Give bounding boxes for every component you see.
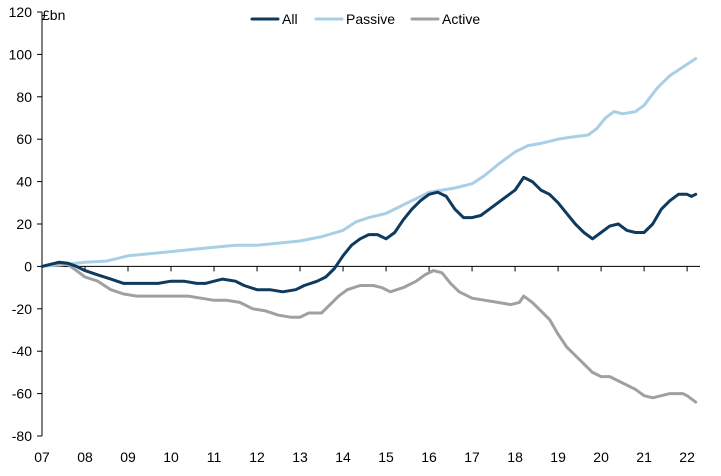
x-tick-label: 08 — [77, 449, 93, 465]
y-tick-label: 0 — [24, 258, 32, 274]
y-tick-label: 60 — [16, 131, 32, 147]
legend-label-passive: Passive — [346, 11, 395, 27]
y-axis-unit-label: £bn — [42, 7, 65, 23]
y-tick-label: 100 — [9, 46, 33, 62]
series-layer — [40, 57, 698, 404]
x-tick-label: 10 — [163, 449, 179, 465]
x-tick-label: 09 — [120, 449, 136, 465]
x-tick-label: 21 — [636, 449, 652, 465]
x-tick-label: 15 — [378, 449, 394, 465]
y-tick-label: -40 — [12, 343, 32, 359]
legend-label-all: All — [282, 11, 298, 27]
series-line-passive — [40, 57, 698, 268]
y-tick-label: 80 — [16, 89, 32, 105]
x-tick-label: 14 — [335, 449, 351, 465]
y-tick-label: 20 — [16, 216, 32, 232]
x-tick-label: 19 — [550, 449, 566, 465]
x-tick-label: 12 — [249, 449, 265, 465]
series-line-active — [40, 261, 698, 404]
x-axis: 07 08 09 10 11 12 13 14 15 16 17 18 19 20 21 22 — [34, 265, 700, 465]
legend: All Passive Active — [250, 11, 480, 27]
y-tick-label: 120 — [9, 4, 33, 20]
y-tick-label: 40 — [16, 174, 32, 190]
x-tick-label: 13 — [292, 449, 308, 465]
x-tick-label: 18 — [507, 449, 523, 465]
y-tick-label: -20 — [12, 301, 32, 317]
series-line-all — [40, 175, 698, 294]
y-axis: -80 -60 -40 -20 0 20 40 60 80 100 120 — [9, 4, 43, 444]
y-tick-label: -80 — [12, 428, 32, 444]
x-tick-label: 22 — [679, 449, 695, 465]
x-tick-label: 07 — [34, 449, 50, 465]
legend-label-active: Active — [442, 11, 480, 27]
y-tick-label: -60 — [12, 386, 32, 402]
x-tick-label: 20 — [593, 449, 609, 465]
x-tick-label: 17 — [464, 449, 480, 465]
x-tick-label: 11 — [207, 449, 222, 465]
x-tick-label: 16 — [421, 449, 437, 465]
